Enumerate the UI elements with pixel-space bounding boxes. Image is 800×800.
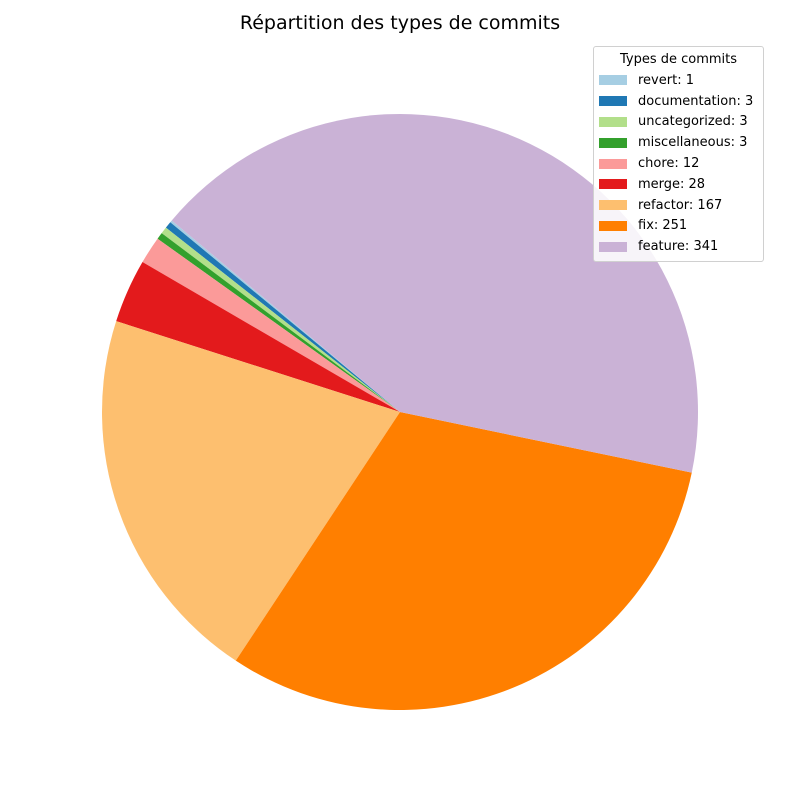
- legend-label-fix: fix: 251: [638, 218, 688, 234]
- legend-swatch-chore: [599, 158, 627, 169]
- pie-slice-revert: [170, 220, 400, 412]
- legend-label-refactor: refactor: 167: [638, 197, 723, 213]
- legend-item-revert: revert: 1: [594, 70, 763, 91]
- legend-item-refactor: refactor: 167: [594, 195, 763, 216]
- pie-slice-fix: [235, 412, 692, 711]
- legend-swatch-revert: [599, 75, 627, 86]
- legend-items: revert: 1 documentation: 3 uncategorized: …: [594, 70, 763, 257]
- legend-label-documentation: documentation: 3: [638, 93, 754, 109]
- legend-item-miscellaneous: miscellaneous: 3: [594, 132, 763, 153]
- legend-swatch-miscellaneous: [599, 137, 627, 148]
- legend-label-uncategorized: uncategorized: 3: [638, 114, 748, 130]
- pie-slice-documentation: [165, 222, 400, 412]
- legend-label-miscellaneous: miscellaneous: 3: [638, 135, 748, 151]
- legend-label-merge: merge: 28: [638, 176, 706, 192]
- pie-slice-refactor: [102, 321, 401, 661]
- legend-item-merge: merge: 28: [594, 174, 763, 195]
- pie-slice-feature: [171, 114, 698, 473]
- legend-title: Types de commits: [619, 52, 738, 67]
- legend-item-chore: chore: 12: [594, 153, 763, 174]
- legend-swatch-documentation: [599, 96, 627, 107]
- legend-label-feature: feature: 341: [638, 239, 719, 255]
- chart-title: Répartition des types de commits: [239, 12, 561, 34]
- legend-swatch-refactor: [599, 200, 627, 211]
- legend-swatch-uncategorized: [599, 116, 627, 127]
- pie-slice-merge: [116, 262, 400, 412]
- legend-swatch-feature: [599, 241, 627, 252]
- legend-item-feature: feature: 341: [594, 236, 763, 257]
- legend-item-uncategorized: uncategorized: 3: [594, 112, 763, 133]
- legend-swatch-fix: [599, 220, 627, 231]
- pie-slice-miscellaneous: [157, 233, 400, 412]
- legend-label-revert: revert: 1: [638, 72, 694, 88]
- pie-slice-chore: [142, 238, 400, 412]
- pie-slice-uncategorized: [161, 227, 400, 412]
- legend: Types de commits revert: 1 documentation:…: [593, 46, 764, 263]
- legend-item-fix: fix: 251: [594, 216, 763, 237]
- legend-item-documentation: documentation: 3: [594, 91, 763, 112]
- legend-label-chore: chore: 12: [638, 156, 700, 172]
- legend-swatch-merge: [599, 179, 627, 190]
